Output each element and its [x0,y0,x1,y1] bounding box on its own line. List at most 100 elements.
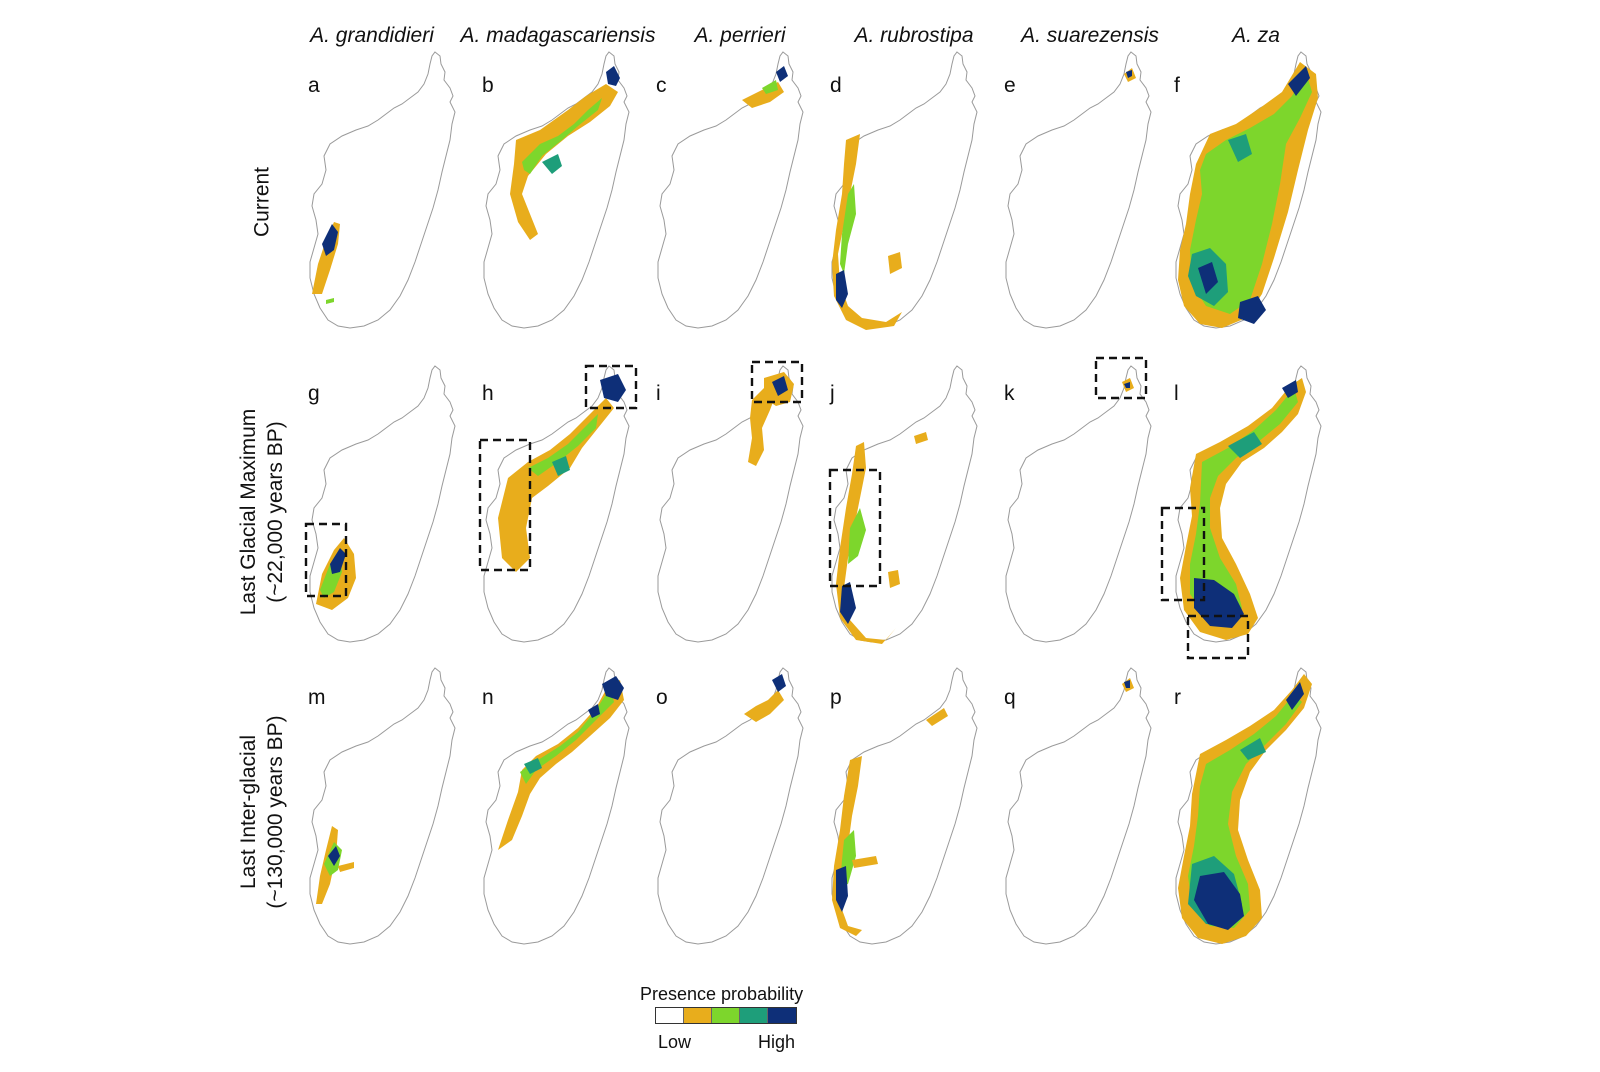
legend-swatch-0 [656,1008,684,1023]
distribution-area-high [1194,872,1244,930]
map-panel-n [483,667,630,945]
distribution-area-high [1288,66,1310,96]
distribution-area-low-mid [836,442,896,644]
distribution-area-mid-high [524,758,542,774]
map-panel-j [828,365,978,644]
map-panel-q [1005,667,1152,945]
distribution-area-mid [522,98,602,174]
map-panel-i [657,360,804,643]
distribution-area-low-mid [744,690,784,722]
distribution-area-high [328,846,340,866]
legend-swatch-2 [712,1008,740,1023]
map-panel-f [1175,51,1322,329]
distribution-area-low-mid [832,134,902,330]
panel-letter-c: c [656,74,667,97]
madagascar-outline [483,667,630,945]
panel-letter-g: g [308,382,320,405]
panel-letter-i: i [656,382,661,405]
panel-letter-o: o [656,686,668,709]
map-panel-h [478,364,638,643]
legend-color-scale [655,1007,797,1024]
refugia-highlight-box [1094,356,1148,400]
panel-letter-l: l [1174,382,1179,405]
species-header-za: A. za [1232,24,1280,47]
panel-letter-m: m [308,686,326,709]
refugia-highlight-box [584,364,638,410]
legend-title: Presence probability [640,984,804,1004]
madagascar-outline [309,667,456,945]
map-panel-g [304,365,456,643]
distribution-area-mid [1190,72,1312,314]
madagascar-outline [309,51,456,329]
species-header-madagascariensis: A. madagascariensis [460,24,656,47]
refugia-highlight-box [828,468,882,588]
refugia-highlight-box [1160,506,1206,602]
species-header-suarezensis: A. suarezensis [1021,24,1159,47]
distribution-area-low-mid [338,862,354,872]
distribution-area-high [776,66,788,82]
distribution-area-mid-high [552,456,570,476]
distribution-area-low-mid [888,570,900,588]
distribution-area-mid [840,184,856,274]
panel-letter-e: e [1004,74,1016,97]
distribution-area-high [322,224,338,256]
madagascar-outline [483,51,630,329]
distribution-area-mid [1190,388,1298,624]
refugia-highlight-box [1186,614,1250,660]
distribution-area-mid-high [1240,738,1266,760]
panel-letter-p: p [830,686,842,709]
distribution-area-high [588,704,600,718]
legend-swatch-1 [684,1008,712,1023]
distribution-area-low-mid [498,398,614,572]
distribution-area-high [836,270,848,308]
distribution-area-low-mid [852,856,878,868]
refugia-highlight-box [750,360,804,404]
distribution-area-high [1124,680,1130,688]
distribution-area-high [836,866,848,912]
map-panel-c [657,51,804,329]
distribution-area-mid-high [1228,134,1252,162]
distribution-area-low-mid [748,388,776,466]
madagascar-outline [1005,667,1152,945]
panel-letter-a: a [308,74,320,97]
panel-letter-k: k [1004,382,1015,405]
map-panel-l [1160,365,1322,660]
distribution-area-high [840,582,856,624]
distribution-area-high [772,376,788,396]
panel-letter-h: h [482,382,494,405]
distribution-area-low-mid [888,252,902,274]
distribution-area-low-mid [914,432,928,444]
refugia-highlight-box [304,522,348,598]
legend-swatch-4 [768,1008,796,1023]
panel-letter-n: n [482,686,494,709]
distribution-area-mid [520,688,614,784]
distribution-area-mid-high [542,154,562,174]
distribution-area-mid [326,298,334,304]
distribution-area-mid-high [1228,432,1262,458]
distribution-area-mid [762,80,778,94]
legend-high-label: High [758,1032,796,1052]
distribution-area-high [600,374,626,402]
map-panel-d [831,51,978,330]
species-header-rubrostipa: A. rubrostipa [854,24,974,47]
distribution-area-mid [848,508,866,564]
legend-low-label: Low [658,1032,692,1052]
panel-letter-b: b [482,74,494,97]
distribution-area-high [606,66,620,86]
map-panel-e [1005,51,1152,329]
madagascar-outline [657,667,804,945]
map-panel-b [483,51,630,329]
species-header-perrieri: A. perrieri [694,24,786,47]
map-panel-p [831,667,978,945]
panel-letter-d: d [830,74,842,97]
map-panel-k [1005,356,1152,643]
distribution-area-high [330,548,346,574]
distribution-area-high [1238,296,1266,324]
madagascar-outline [1005,365,1152,643]
distribution-area-high [1286,682,1304,710]
map-panel-a [309,51,456,329]
map-panel-o [657,667,804,945]
distribution-area-high [602,676,624,700]
distribution-area-high [1126,70,1132,78]
